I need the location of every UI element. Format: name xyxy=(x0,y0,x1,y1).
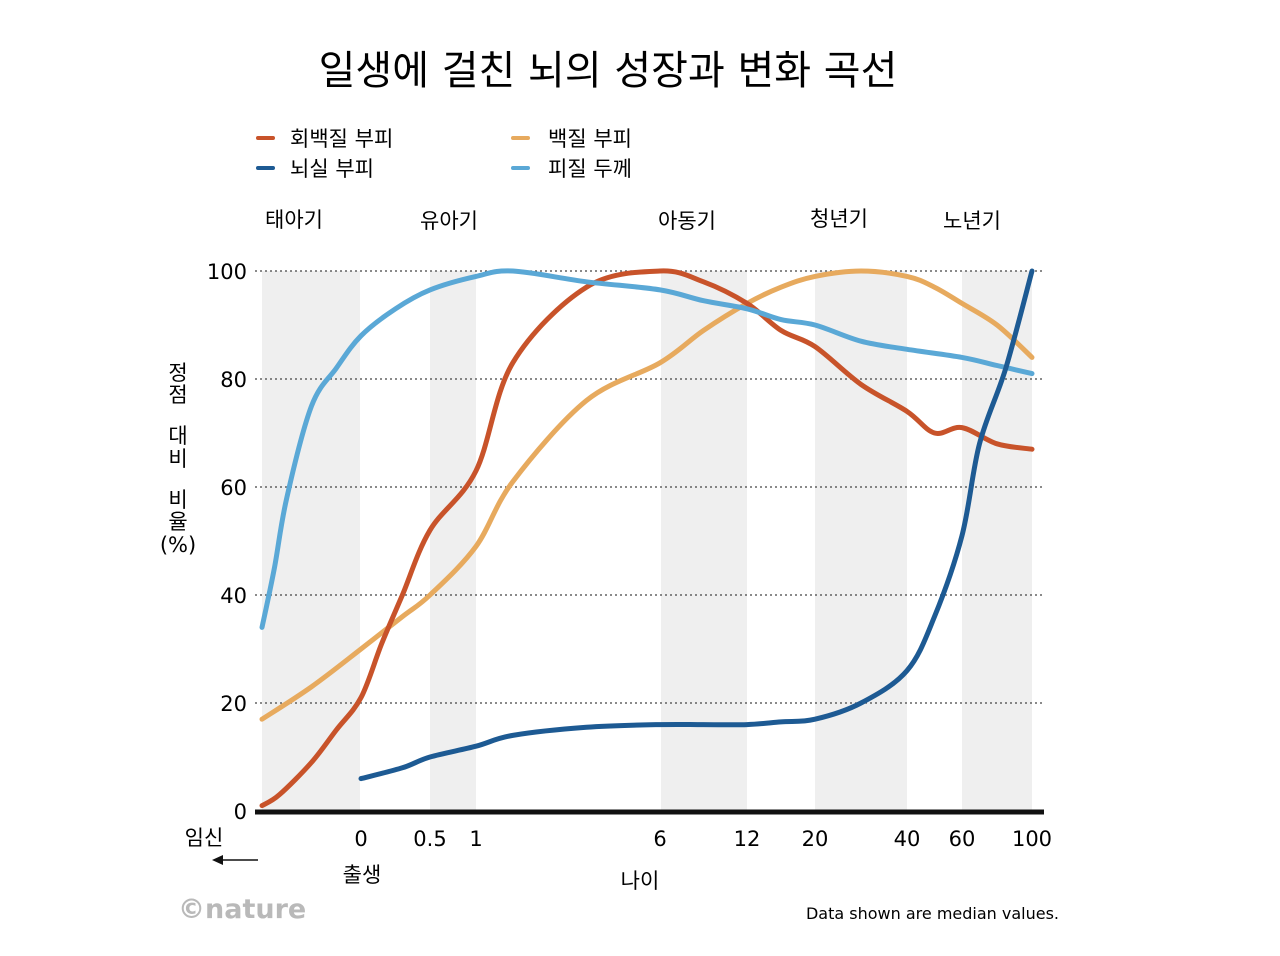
stage-band xyxy=(815,271,907,811)
series-lines xyxy=(259,268,1035,809)
prenatal-arrow xyxy=(212,855,258,865)
stage-bands xyxy=(262,271,1032,811)
prenatal-label: 임신 xyxy=(185,826,224,850)
stage-label: 태아기 xyxy=(265,208,323,232)
x-tick-label: 12 xyxy=(734,827,761,851)
y-tick-label: 80 xyxy=(220,368,247,392)
x-tick-label: 40 xyxy=(894,827,921,851)
y-tick-label: 20 xyxy=(220,692,247,716)
stage-band xyxy=(661,271,747,811)
stage-label: 청년기 xyxy=(810,207,868,231)
x-tick-label: 6 xyxy=(653,827,666,851)
x-tick-label: 100 xyxy=(1012,827,1052,851)
legend-label: 회백질 부피 xyxy=(290,127,393,151)
series-line-1 xyxy=(358,268,1035,782)
x-tick-label: 0.5 xyxy=(413,827,446,851)
series-line-3 xyxy=(259,268,1035,630)
birth-label: 출생 xyxy=(343,863,382,887)
x-tick-labels: 0 0.5 1 6 12 20 40 60 100 xyxy=(354,827,1052,851)
stage-band xyxy=(962,271,1032,811)
y-tick-label: 0 xyxy=(234,800,247,824)
series-line-2 xyxy=(259,268,1035,722)
stage-labels: 태아기 유아기 아동기 청년기 노년기 xyxy=(265,207,1001,233)
y-axis-label: 정 점 대 비 비 율 (%) xyxy=(160,361,196,557)
series-line-0 xyxy=(259,268,1035,809)
legend-item: 회백질 부피 xyxy=(256,127,393,151)
stage-label: 유아기 xyxy=(420,209,478,233)
stage-label: 노년기 xyxy=(943,209,1001,233)
legend-label: 피질 두께 xyxy=(548,157,632,181)
stage-band xyxy=(430,271,476,811)
legend: 회백질 부피 뇌실 부피 백질 부피 피질 두께 xyxy=(256,127,632,181)
x-tick-label: 60 xyxy=(949,827,976,851)
legend-item: 백질 부피 xyxy=(511,127,632,151)
x-axis-label: 나이 xyxy=(621,869,660,893)
y-tick-label: 100 xyxy=(207,260,247,284)
y-axis-title: 정 점 대 비 비 율 (%) xyxy=(160,361,196,557)
legend-label: 뇌실 부피 xyxy=(290,157,374,181)
data-note: Data shown are median values. xyxy=(806,904,1059,923)
gridlines xyxy=(255,270,1044,704)
legend-label: 백질 부피 xyxy=(548,127,632,151)
y-tick-label: 40 xyxy=(220,584,247,608)
legend-item: 뇌실 부피 xyxy=(256,157,374,181)
legend-item: 피질 두께 xyxy=(511,157,632,181)
x-tick-label: 1 xyxy=(469,827,482,851)
chart-title: 일생에 걸친 뇌의 성장과 변화 곡선 xyxy=(319,48,898,94)
x-tick-label: 20 xyxy=(802,827,829,851)
y-tick-labels: 0 20 40 60 80 100 xyxy=(207,260,247,824)
stage-label: 아동기 xyxy=(658,209,716,233)
y-tick-label: 60 xyxy=(220,476,247,500)
credit-logo: ©nature xyxy=(178,894,306,925)
x-tick-label: 0 xyxy=(354,827,367,851)
